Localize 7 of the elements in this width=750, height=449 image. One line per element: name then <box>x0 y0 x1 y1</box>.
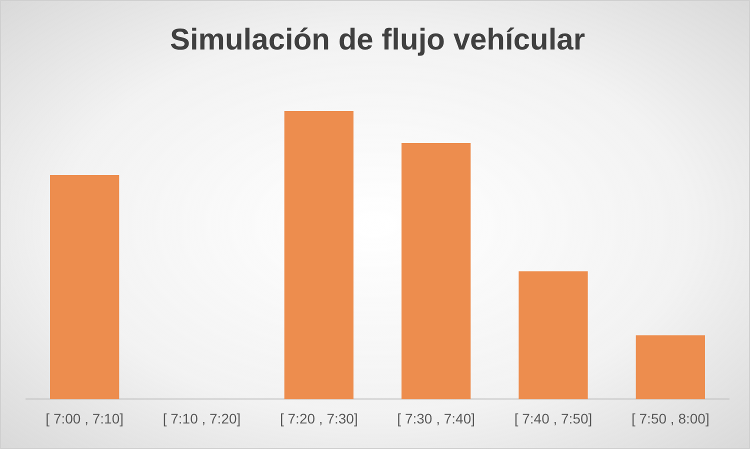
x-tick-label: [ 7:30 , 7:40] <box>397 410 476 426</box>
x-tick-label: [ 7:00 , 7:10] <box>46 410 124 426</box>
x-tick-label: [ 7:10 , 7:20] <box>162 410 241 426</box>
x-tick-label: [ 7:50 , 8:00] <box>631 410 710 426</box>
x-tick-label: [ 7:40 , 7:50] <box>514 410 592 426</box>
chart-title: Simulación de flujo vehícular <box>170 23 586 56</box>
x-tick-label: [ 7:20 , 7:30] <box>280 410 358 426</box>
